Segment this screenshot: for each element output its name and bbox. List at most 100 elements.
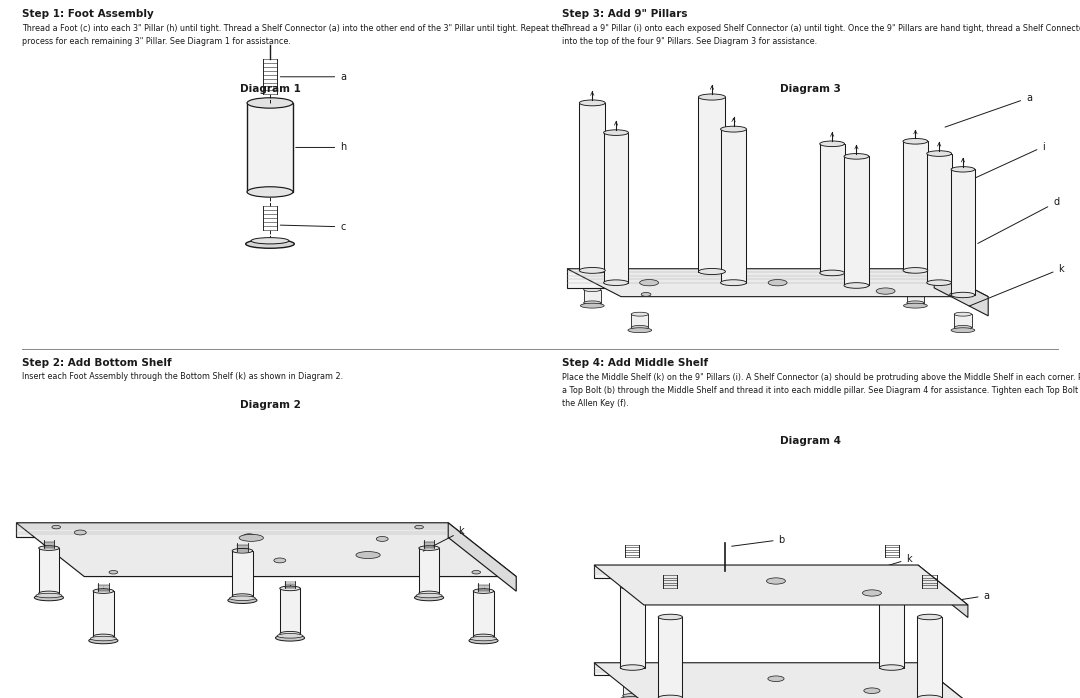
Ellipse shape — [907, 301, 924, 305]
Text: h: h — [296, 142, 347, 152]
Text: a: a — [945, 591, 989, 602]
Ellipse shape — [639, 279, 659, 286]
Text: Diagram 1: Diagram 1 — [240, 84, 300, 94]
Ellipse shape — [89, 637, 118, 644]
Text: Step 3: Add 9" Pillars: Step 3: Add 9" Pillars — [562, 9, 687, 19]
Bar — [280, 588, 300, 634]
Bar — [579, 103, 605, 270]
Ellipse shape — [699, 269, 726, 274]
Ellipse shape — [631, 312, 648, 316]
Polygon shape — [934, 269, 988, 315]
Text: Diagram 2: Diagram 2 — [240, 399, 300, 410]
Polygon shape — [918, 565, 968, 618]
Text: i: i — [931, 142, 1045, 198]
Ellipse shape — [620, 584, 645, 589]
Bar — [699, 97, 726, 272]
Ellipse shape — [879, 664, 904, 670]
Ellipse shape — [275, 634, 305, 641]
Text: Thread a 9" Pillar (i) onto each exposed Shelf Connector (a) until tight. Once t: Thread a 9" Pillar (i) onto each exposed… — [562, 24, 1080, 46]
Ellipse shape — [416, 593, 442, 597]
Bar — [623, 680, 643, 696]
Ellipse shape — [91, 637, 117, 641]
Ellipse shape — [36, 593, 62, 597]
Ellipse shape — [951, 292, 975, 297]
Ellipse shape — [229, 596, 255, 600]
Bar — [820, 144, 845, 273]
Ellipse shape — [864, 688, 880, 694]
Polygon shape — [16, 523, 516, 577]
Ellipse shape — [927, 280, 951, 285]
Bar — [927, 154, 951, 283]
Ellipse shape — [280, 632, 300, 636]
Ellipse shape — [955, 325, 972, 329]
Ellipse shape — [247, 187, 293, 197]
Polygon shape — [567, 269, 988, 297]
Ellipse shape — [278, 634, 303, 638]
Bar — [247, 103, 293, 192]
Text: k: k — [423, 526, 464, 551]
Ellipse shape — [879, 584, 904, 589]
Ellipse shape — [903, 138, 928, 144]
Ellipse shape — [620, 697, 646, 698]
Ellipse shape — [631, 325, 648, 329]
Ellipse shape — [251, 237, 289, 244]
Ellipse shape — [356, 551, 380, 558]
Polygon shape — [16, 523, 448, 537]
Ellipse shape — [955, 312, 972, 316]
Polygon shape — [918, 663, 968, 698]
Ellipse shape — [39, 591, 59, 596]
Ellipse shape — [658, 614, 683, 620]
Text: b: b — [731, 535, 785, 547]
Ellipse shape — [768, 676, 784, 681]
Ellipse shape — [882, 678, 902, 683]
Text: Step 4: Add Middle Shelf: Step 4: Add Middle Shelf — [562, 358, 707, 368]
Bar — [232, 551, 253, 596]
Ellipse shape — [75, 530, 86, 535]
Bar — [39, 548, 59, 593]
Ellipse shape — [820, 270, 845, 276]
Polygon shape — [594, 565, 918, 578]
Bar — [583, 290, 600, 303]
Ellipse shape — [879, 697, 905, 698]
Ellipse shape — [473, 634, 494, 639]
Text: k: k — [969, 264, 1064, 306]
Ellipse shape — [472, 570, 481, 574]
Ellipse shape — [951, 167, 975, 172]
Text: Insert each Foot Assembly through the Bottom Shelf (k) as shown in Diagram 2.: Insert each Foot Assembly through the Bo… — [22, 371, 342, 380]
Ellipse shape — [419, 546, 440, 551]
Ellipse shape — [274, 558, 286, 563]
Ellipse shape — [820, 141, 845, 147]
Polygon shape — [567, 269, 934, 288]
Polygon shape — [594, 663, 968, 698]
Ellipse shape — [580, 303, 604, 308]
Bar — [604, 133, 629, 283]
Ellipse shape — [583, 288, 600, 292]
Ellipse shape — [904, 303, 928, 308]
Text: Step 1: Foot Assembly: Step 1: Foot Assembly — [22, 9, 153, 19]
Ellipse shape — [239, 535, 264, 542]
Ellipse shape — [904, 269, 914, 273]
Ellipse shape — [246, 239, 294, 248]
Ellipse shape — [596, 269, 606, 273]
Ellipse shape — [415, 595, 444, 601]
Polygon shape — [448, 523, 516, 591]
Ellipse shape — [876, 288, 895, 295]
Bar — [473, 591, 494, 637]
Ellipse shape — [604, 130, 629, 135]
Ellipse shape — [109, 570, 118, 574]
Ellipse shape — [927, 151, 951, 156]
Ellipse shape — [583, 301, 600, 305]
Ellipse shape — [768, 279, 787, 286]
Ellipse shape — [720, 280, 746, 285]
Ellipse shape — [720, 126, 746, 132]
Ellipse shape — [917, 614, 942, 620]
Ellipse shape — [419, 591, 440, 596]
Bar — [907, 290, 924, 303]
Text: Diagram 3: Diagram 3 — [780, 84, 840, 94]
Ellipse shape — [951, 328, 975, 333]
Ellipse shape — [376, 537, 388, 542]
Ellipse shape — [658, 695, 683, 698]
Text: k: k — [866, 554, 912, 572]
Text: a: a — [281, 72, 347, 82]
Ellipse shape — [579, 100, 605, 106]
